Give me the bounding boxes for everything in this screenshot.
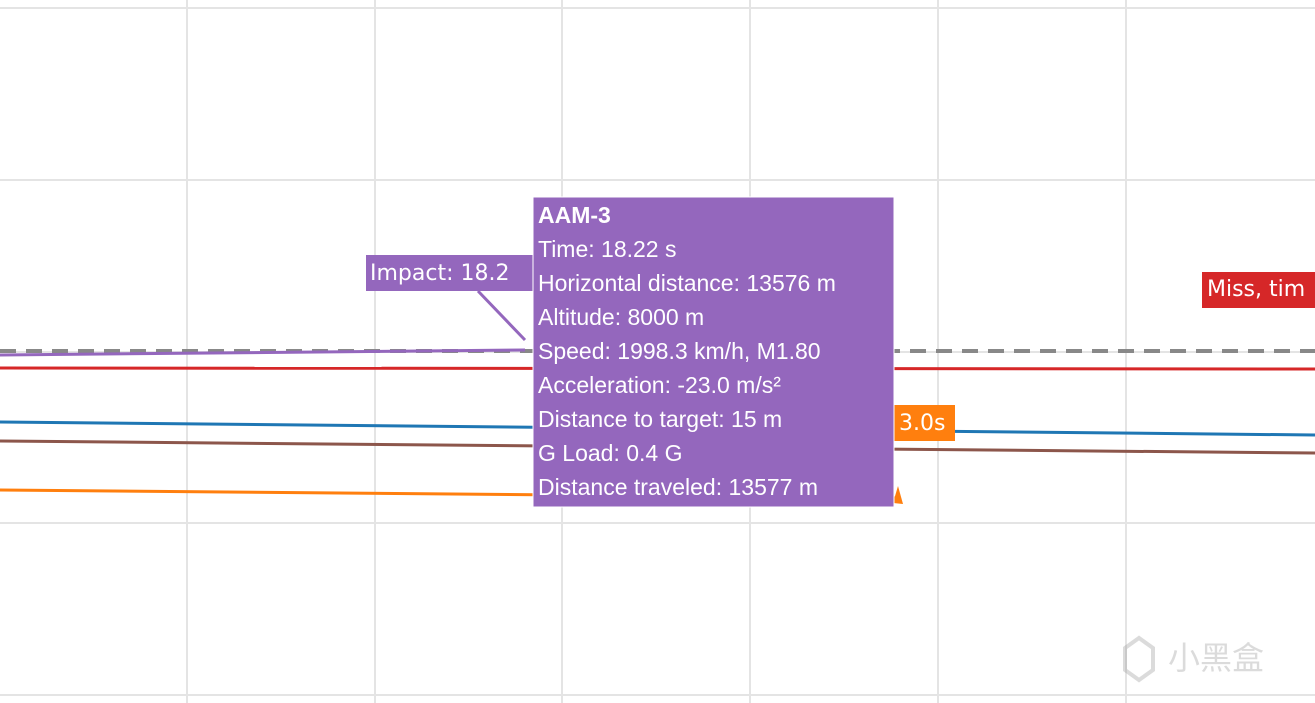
tooltip-line: Altitude: 8000 m [538, 304, 704, 330]
tooltip-line: Distance traveled: 13577 m [538, 474, 818, 500]
watermark-logo [1123, 635, 1155, 683]
tooltip-box [532, 196, 895, 508]
tooltip-line: Speed: 1998.3 km/h, M1.80 [538, 338, 821, 364]
hover-tooltip: AAM-3 Time: 18.22 s Horizontal distance: … [532, 196, 895, 508]
orange-arrowhead [893, 486, 903, 504]
watermark: 小黑盒 [1123, 635, 1264, 683]
impact-annotation: Impact: 18.2 [366, 255, 536, 342]
tooltip-line: G Load: 0.4 G [538, 440, 682, 466]
tooltip-line: Distance to target: 15 m [538, 406, 782, 432]
tooltip-title: AAM-3 [538, 202, 611, 228]
annotation-text: Impact: 18.2 [370, 261, 509, 286]
purple-trajectory [0, 348, 526, 357]
annotation-text: Miss, tim [1207, 277, 1305, 302]
annotation-arrow [476, 289, 527, 342]
tooltip-line: Horizontal distance: 13576 m [538, 270, 836, 296]
tooltip-line: Time: 18.22 s [538, 236, 676, 262]
tooltip-line: Acceleration: -23.0 m/s² [538, 372, 781, 398]
watermark-text: 小黑盒 [1168, 639, 1264, 677]
miss-annotation: Miss, tim [1202, 272, 1315, 308]
tooltip-lines: Time: 18.22 s Horizontal distance: 13576 … [538, 236, 836, 500]
annotation-box [1202, 272, 1315, 308]
annotation-text: 3.0s [899, 411, 945, 436]
annotation-box [366, 255, 536, 291]
